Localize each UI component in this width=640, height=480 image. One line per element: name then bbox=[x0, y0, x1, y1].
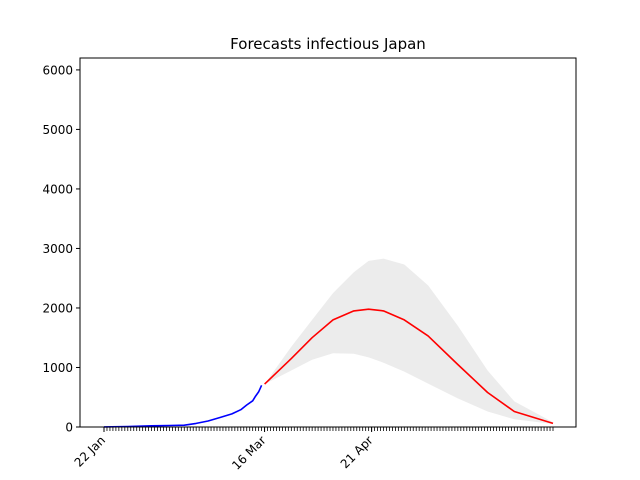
y-tick-label: 6000 bbox=[42, 63, 73, 77]
y-tick-label: 0 bbox=[65, 421, 73, 435]
chart-title: Forecasts infectious Japan bbox=[230, 35, 426, 53]
y-tick-label: 5000 bbox=[42, 123, 73, 137]
y-tick-label: 3000 bbox=[42, 242, 73, 256]
observed-series-line bbox=[103, 384, 263, 428]
y-tick-label: 4000 bbox=[42, 182, 73, 196]
y-tick-label: 2000 bbox=[42, 301, 73, 315]
y-tick-label: 1000 bbox=[42, 361, 73, 375]
forecast-series-line bbox=[264, 308, 554, 425]
y-axis: 0 1000 2000 3000 4000 5000 6000 bbox=[42, 63, 80, 435]
forecast-confidence-band bbox=[264, 258, 553, 424]
series-layer bbox=[103, 308, 554, 428]
plot-frame bbox=[79, 57, 577, 428]
confidence-band-layer bbox=[264, 258, 553, 424]
